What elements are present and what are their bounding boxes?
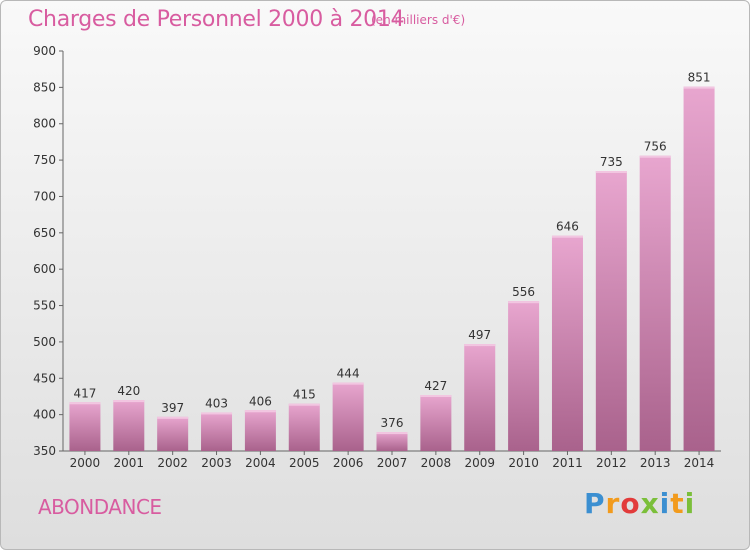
y-tick-label: 700 <box>33 189 56 203</box>
bar-value-label: 417 <box>73 386 96 400</box>
x-tick-label: 2009 <box>464 456 495 470</box>
bar <box>244 410 276 451</box>
bar <box>551 235 583 451</box>
x-tick-label: 2000 <box>70 456 101 470</box>
y-tick-label: 450 <box>33 371 56 385</box>
bar <box>332 382 364 451</box>
bar-value-label: 556 <box>512 285 535 299</box>
bar <box>288 403 320 451</box>
bar <box>595 171 627 451</box>
bar-highlight <box>595 171 627 173</box>
bar-highlight <box>376 432 408 435</box>
bar-highlight <box>551 235 583 238</box>
logo-letter: P <box>584 487 606 520</box>
x-tick-label: 2007 <box>377 456 408 470</box>
bar-value-label: 851 <box>688 71 711 85</box>
chart-data-labels: 417 420 397 403 406 415 444 376 427 497 556 646 735 7… <box>73 71 710 430</box>
chart-axes: 350 400 450 500 550 600 650 700 750 800 850 900 2000… <box>33 44 721 470</box>
bar <box>201 412 233 451</box>
bar-value-label: 646 <box>556 220 579 234</box>
y-tick-label: 800 <box>33 117 56 131</box>
x-tick-label: 2005 <box>289 456 320 470</box>
bar-value-label: 406 <box>249 394 272 408</box>
logo-letter: x <box>640 487 660 520</box>
logo-letter: r <box>605 487 621 520</box>
y-tick-label: 650 <box>33 226 56 240</box>
y-tick-label: 350 <box>33 444 56 458</box>
bar-highlight <box>420 395 452 397</box>
y-tick-label: 400 <box>33 408 56 422</box>
chart-unit: (en milliers d'€) <box>371 13 466 27</box>
bar-value-label: 397 <box>161 401 184 415</box>
bar-value-label: 735 <box>600 155 623 169</box>
x-tick-label: 2001 <box>114 456 145 470</box>
y-tick-label: 600 <box>33 262 56 276</box>
x-tick-label: 2012 <box>596 456 627 470</box>
x-tick-label: 2011 <box>552 456 583 470</box>
bar-value-label: 427 <box>424 379 447 393</box>
x-tick-label: 2003 <box>201 456 232 470</box>
x-tick-label: 2002 <box>157 456 188 470</box>
logo-letter: t <box>670 487 685 520</box>
bar-value-label: 403 <box>205 396 228 410</box>
bar-value-label: 444 <box>337 367 360 381</box>
x-tick-label: 2006 <box>333 456 364 470</box>
bar <box>639 155 671 451</box>
bar-highlight <box>113 400 145 403</box>
y-tick-label: 900 <box>33 44 56 58</box>
bar-highlight <box>157 416 189 419</box>
x-tick-label: 2004 <box>245 456 276 470</box>
commune-name: ABONDANCE <box>38 495 162 519</box>
bar <box>69 402 101 451</box>
bar-highlight <box>69 402 101 405</box>
logo-letter: i <box>684 487 696 520</box>
bar-value-label: 420 <box>117 384 140 398</box>
proxiti-logo[interactable]: Proxiti <box>584 487 695 520</box>
bar-highlight <box>683 86 715 89</box>
chart-title: Charges de Personnel 2000 à 2014 <box>28 7 405 32</box>
chart-bars <box>69 86 715 452</box>
bar <box>683 86 715 452</box>
bar-value-label: 497 <box>468 328 491 342</box>
bar <box>464 344 496 451</box>
bar-value-label: 415 <box>293 388 316 402</box>
x-tick-label: 2013 <box>640 456 671 470</box>
bar-highlight <box>508 301 540 304</box>
logo-letter: i <box>659 487 671 520</box>
bar-highlight <box>201 412 233 415</box>
bar <box>376 432 408 451</box>
bar-highlight <box>244 410 276 413</box>
x-tick-label: 2014 <box>684 456 715 470</box>
bar-value-label: 756 <box>644 140 667 154</box>
bar-highlight <box>464 344 496 347</box>
y-tick-label: 750 <box>33 153 56 167</box>
logo-letter: o <box>620 487 641 520</box>
bar <box>508 301 540 451</box>
bar <box>113 400 145 451</box>
y-tick-label: 500 <box>33 335 56 349</box>
bar-highlight <box>288 403 320 406</box>
bar-highlight <box>639 155 671 158</box>
y-tick-label: 850 <box>33 80 56 94</box>
bar <box>157 416 189 451</box>
bar-highlight <box>332 382 364 385</box>
bar-value-label: 376 <box>381 416 404 430</box>
y-tick-label: 550 <box>33 299 56 313</box>
bar <box>420 395 452 451</box>
x-tick-label: 2008 <box>421 456 452 470</box>
x-tick-label: 2010 <box>508 456 539 470</box>
